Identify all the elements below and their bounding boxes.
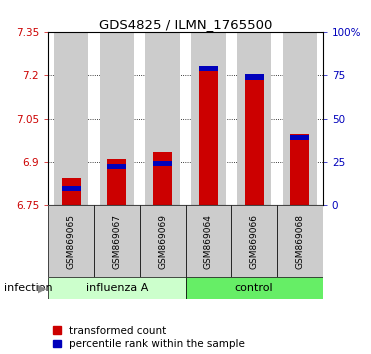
Bar (290, 135, 309, 205)
Text: GSM869065: GSM869065 (67, 214, 76, 269)
Bar (283, 32, 317, 205)
Bar (48, 205, 94, 278)
Text: GSM869066: GSM869066 (250, 214, 259, 269)
Bar (186, 277, 323, 299)
Bar (145, 32, 180, 205)
Text: influenza A: influenza A (86, 283, 148, 293)
Legend: transformed count, percentile rank within the sample: transformed count, percentile rank withi… (53, 326, 245, 349)
Text: GSM869068: GSM869068 (295, 214, 304, 269)
Bar (245, 78, 263, 205)
Bar (62, 178, 81, 205)
Text: ▶: ▶ (38, 283, 46, 293)
Bar (140, 205, 186, 278)
Bar (290, 135, 309, 140)
Bar (54, 32, 88, 205)
Bar (199, 67, 218, 205)
Bar (237, 32, 271, 205)
Text: GSM869067: GSM869067 (112, 214, 121, 269)
Text: infection: infection (4, 283, 52, 293)
Bar (199, 66, 218, 71)
Bar (231, 205, 277, 278)
Bar (191, 32, 226, 205)
Bar (245, 74, 263, 80)
Bar (48, 277, 186, 299)
Bar (186, 205, 231, 278)
Text: GSM869064: GSM869064 (204, 214, 213, 269)
Bar (62, 185, 81, 191)
Bar (94, 205, 140, 278)
Bar (108, 159, 126, 205)
Bar (153, 161, 172, 166)
Text: control: control (235, 283, 273, 293)
Bar (153, 152, 172, 205)
Bar (100, 32, 134, 205)
Bar (277, 205, 323, 278)
Title: GDS4825 / ILMN_1765500: GDS4825 / ILMN_1765500 (99, 18, 272, 31)
Text: GSM869069: GSM869069 (158, 214, 167, 269)
Bar (108, 164, 126, 169)
